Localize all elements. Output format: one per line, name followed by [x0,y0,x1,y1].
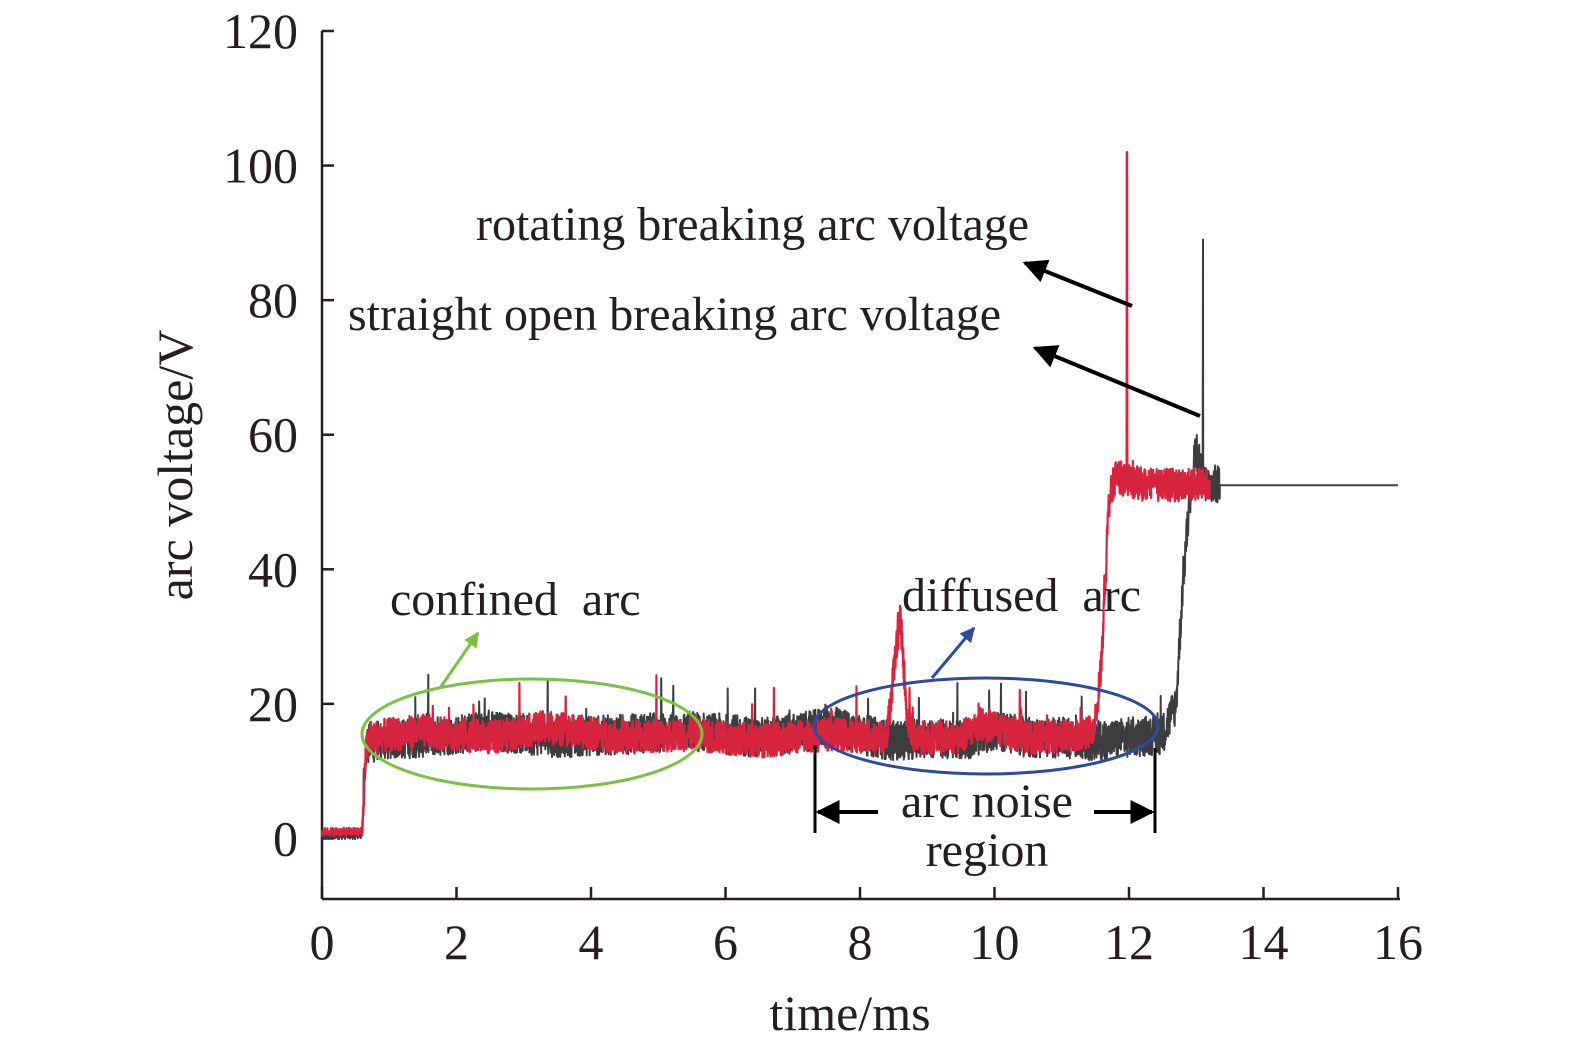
x-tick-label: 14 [1239,914,1289,970]
x-tick-label: 0 [310,914,335,970]
noise-region-label-line2: region [926,824,1049,877]
diffused-arc-ellipse [812,676,1160,776]
x-tick-label: 4 [579,914,604,970]
straight-label-arrow [1032,345,1201,418]
y-tick-label: 40 [248,541,298,597]
rotating-label: rotating breaking arc voltage [476,198,1029,251]
diffused-arrow [930,626,976,679]
x-tick-label: 12 [1104,914,1154,970]
x-tick-label: 8 [848,914,873,970]
y-tick-label: 120 [223,3,298,59]
y-tick-label: 80 [248,272,298,328]
x-tick-label: 10 [970,914,1020,970]
noise-region-label-line1: arc noise [901,775,1073,828]
rotating-series-line [320,151,1211,837]
x-axis-ticks: 0 2 4 6 8 10 12 14 16 [310,887,1423,970]
series-layer [320,151,1399,841]
y-axis-title: arc voltage/V [147,330,203,601]
x-tick-label: 2 [444,914,469,970]
x-tick-label: 6 [713,914,738,970]
x-tick-label: 16 [1373,914,1423,970]
y-tick-label: 0 [273,810,298,866]
x-axis-title: time/ms [769,985,930,1041]
confined-arc-label: confined arc [390,573,641,626]
y-tick-label: 20 [248,676,298,732]
straight-label: straight open breaking arc voltage [348,288,1001,341]
confined-arc-ellipse [360,677,704,791]
diffused-arc-label: diffused arc [902,569,1141,622]
y-axis-ticks: 0 20 40 60 80 100 120 [223,3,334,866]
rotating-label-arrow [1022,259,1133,308]
confined-arrow [438,631,480,689]
y-tick-label: 60 [248,407,298,463]
y-tick-label: 100 [223,138,298,194]
